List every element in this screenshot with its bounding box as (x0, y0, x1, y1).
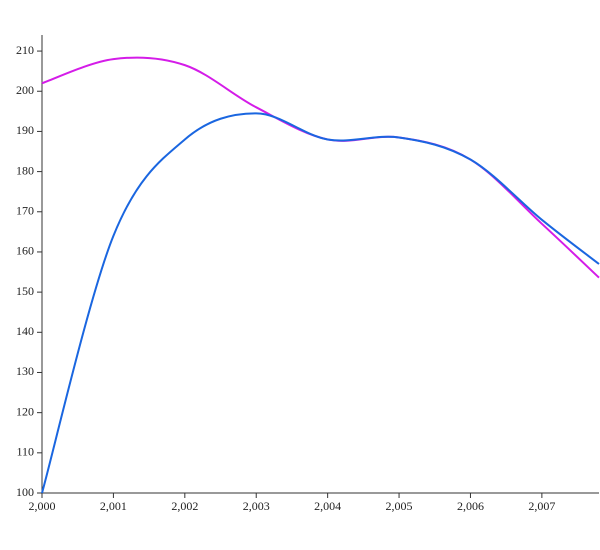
y-tick-label: 120 (16, 404, 34, 418)
x-tick-label: 2,002 (171, 499, 198, 513)
line-series (41, 56, 600, 279)
y-tick-label: 170 (16, 204, 34, 218)
y-tick-label: 130 (16, 364, 34, 378)
y-tick-label: 190 (16, 123, 34, 137)
x-tick-label: 2,005 (386, 499, 413, 513)
y-tick-label: 210 (16, 43, 34, 57)
x-tick-label: 2,004 (314, 499, 341, 513)
y-tick-label: 100 (16, 485, 34, 499)
x-tick-label: 2,006 (457, 499, 484, 513)
y-tick-label: 110 (16, 445, 34, 459)
y-tick-label: 140 (16, 324, 34, 338)
y-tick-label: 200 (16, 83, 34, 97)
line-series (41, 112, 600, 494)
x-tick-label: 2,001 (100, 499, 127, 513)
x-tick-label: 2,003 (243, 499, 270, 513)
y-tick-label: 150 (16, 284, 34, 298)
x-tick-label: 2,007 (528, 499, 555, 513)
y-tick-label: 180 (16, 163, 34, 177)
y-tick-label: 160 (16, 244, 34, 258)
x-tick-label: 2,000 (29, 499, 56, 513)
